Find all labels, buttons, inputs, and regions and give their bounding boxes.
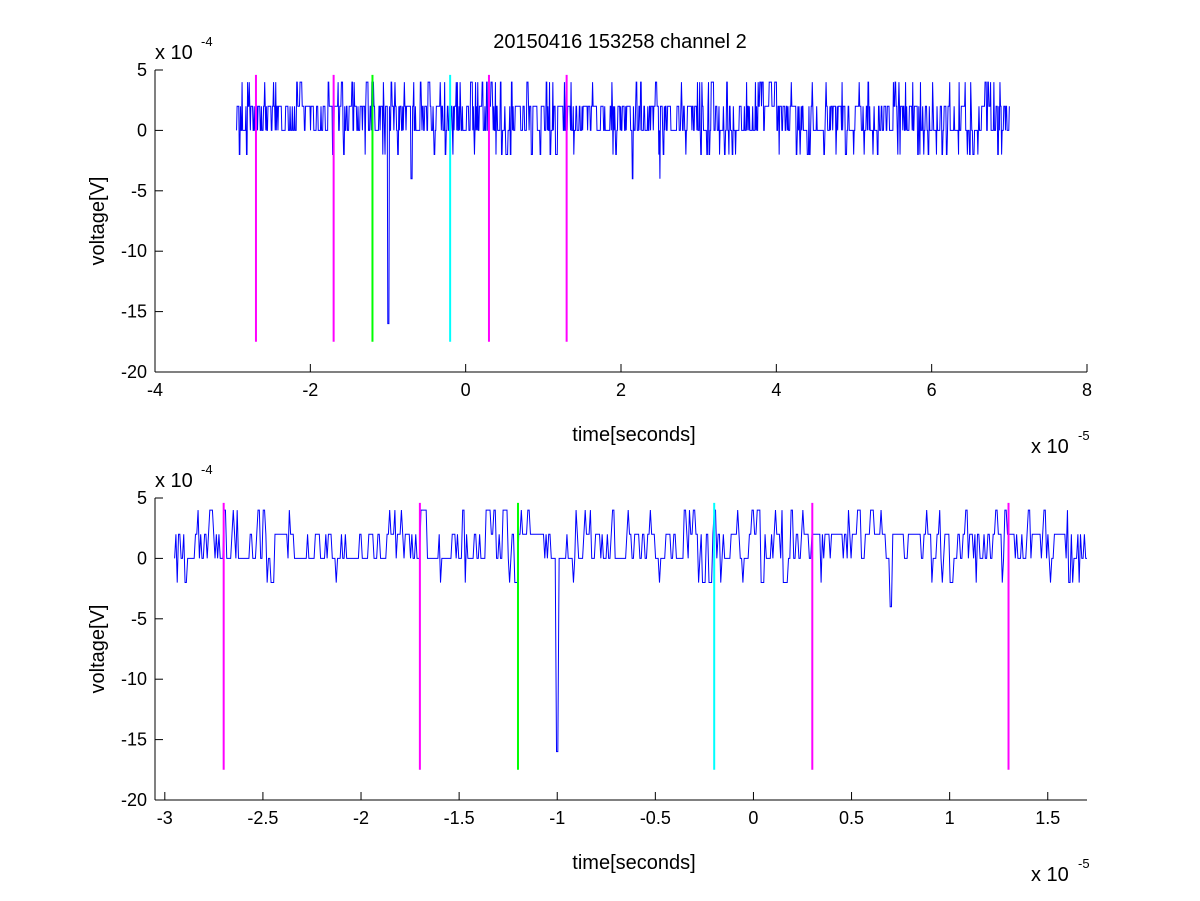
y-tick-label: 5 — [137, 60, 147, 80]
x-tick-label: -2 — [353, 808, 369, 828]
x-tick-label: 4 — [771, 380, 781, 400]
x-tick-label: 0.5 — [839, 808, 864, 828]
x-axis-label: time[seconds] — [572, 852, 695, 874]
figure-title: 20150416 153258 channel 2 — [493, 31, 747, 53]
y-axis-label: voltage[V] — [87, 177, 109, 266]
y-tick-label: -20 — [121, 362, 147, 382]
x-axis-label: time[seconds] — [572, 424, 695, 446]
top-plot-panel: -4 -2 0 2 4 6 8-20-15-10-505time[seconds]volta… — [87, 34, 1092, 458]
x-tick-label: 1 — [945, 808, 955, 828]
y-tick-label: -15 — [121, 302, 147, 322]
bottom-plot-panel: -3 -2.5 -2 -1.5 -1 -0.5 0 0.5 1 1.5 -20 -15 -10 -5 0 5 t… — [87, 462, 1090, 886]
x-axis-exponent: -5 — [1078, 856, 1090, 871]
x-tick-label: 1.5 — [1035, 808, 1060, 828]
x-axis-multiplier: x 10 — [1031, 864, 1069, 886]
signal-trace — [236, 81, 1010, 325]
y-tick-label: 5 — [137, 488, 147, 508]
x-tick-label: -4 — [147, 380, 163, 400]
x-tick-label: -2.5 — [247, 808, 278, 828]
x-axis-exponent: -5 — [1078, 428, 1090, 443]
y-tick-label: 0 — [137, 548, 147, 568]
x-tick-label: -0.5 — [640, 808, 671, 828]
y-tick-label: -10 — [121, 669, 147, 689]
y-tick-label: -10 — [121, 241, 147, 261]
y-axis-exponent: -4 — [201, 34, 213, 49]
y-axis-exponent: -4 — [201, 462, 213, 477]
x-tick-label: 6 — [927, 380, 937, 400]
y-tick-label: -15 — [121, 730, 147, 750]
y-tick-label: -5 — [131, 181, 147, 201]
y-axis-multiplier: x 10 — [155, 470, 193, 492]
y-axis-label: voltage[V] — [87, 605, 109, 694]
x-tick-label: -1 — [549, 808, 565, 828]
x-tick-label: 8 — [1082, 380, 1092, 400]
y-axis-multiplier: x 10 — [155, 42, 193, 64]
signal-trace — [174, 509, 1087, 753]
y-tick-label: 0 — [137, 120, 147, 140]
x-tick-label: -2 — [302, 380, 318, 400]
y-tick-label: -20 — [121, 790, 147, 810]
x-tick-label: 0 — [748, 808, 758, 828]
x-tick-label: -1.5 — [444, 808, 475, 828]
x-tick-label: 0 — [461, 380, 471, 400]
y-tick-label: -5 — [131, 609, 147, 629]
x-tick-label: 2 — [616, 380, 626, 400]
x-tick-label: -3 — [157, 808, 173, 828]
x-axis-multiplier: x 10 — [1031, 436, 1069, 458]
